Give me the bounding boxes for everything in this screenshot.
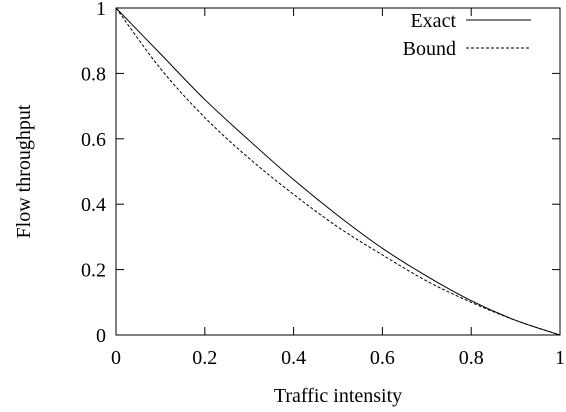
- plot-frame: [115, 7, 561, 336]
- x-tick-label: 0.2: [192, 347, 217, 369]
- x-tick-label: 0: [111, 347, 121, 369]
- legend-label-exact: Exact: [410, 10, 456, 32]
- y-tick-label: 1: [96, 0, 106, 20]
- y-tick-label: 0.2: [81, 260, 106, 282]
- y-tick-label: 0.6: [81, 129, 106, 151]
- legend: Exact Bound: [403, 10, 531, 60]
- y-tick-label: 0.8: [81, 63, 106, 85]
- x-tick-label: 0.4: [281, 347, 306, 369]
- series-lines: [115, 7, 561, 336]
- y-tick-label: 0.4: [81, 194, 106, 216]
- x-tick-label: 0.8: [459, 347, 484, 369]
- x-axis-label: Traffic intensity: [274, 385, 402, 407]
- axes: [115, 7, 561, 336]
- series-line-exact: [115, 7, 561, 336]
- x-tick-label: 0.6: [370, 347, 395, 369]
- series-line-bound: [115, 7, 561, 336]
- x-tick-label: 1: [555, 347, 565, 369]
- legend-label-bound: Bound: [403, 38, 456, 60]
- y-tick-label: 0: [96, 325, 106, 347]
- y-axis-label: Flow throughput: [13, 104, 35, 238]
- ticks: 0 0.2 0.4 0.6 0.8 1 0 0.2 0.4 0.6 0.8 1: [81, 0, 565, 369]
